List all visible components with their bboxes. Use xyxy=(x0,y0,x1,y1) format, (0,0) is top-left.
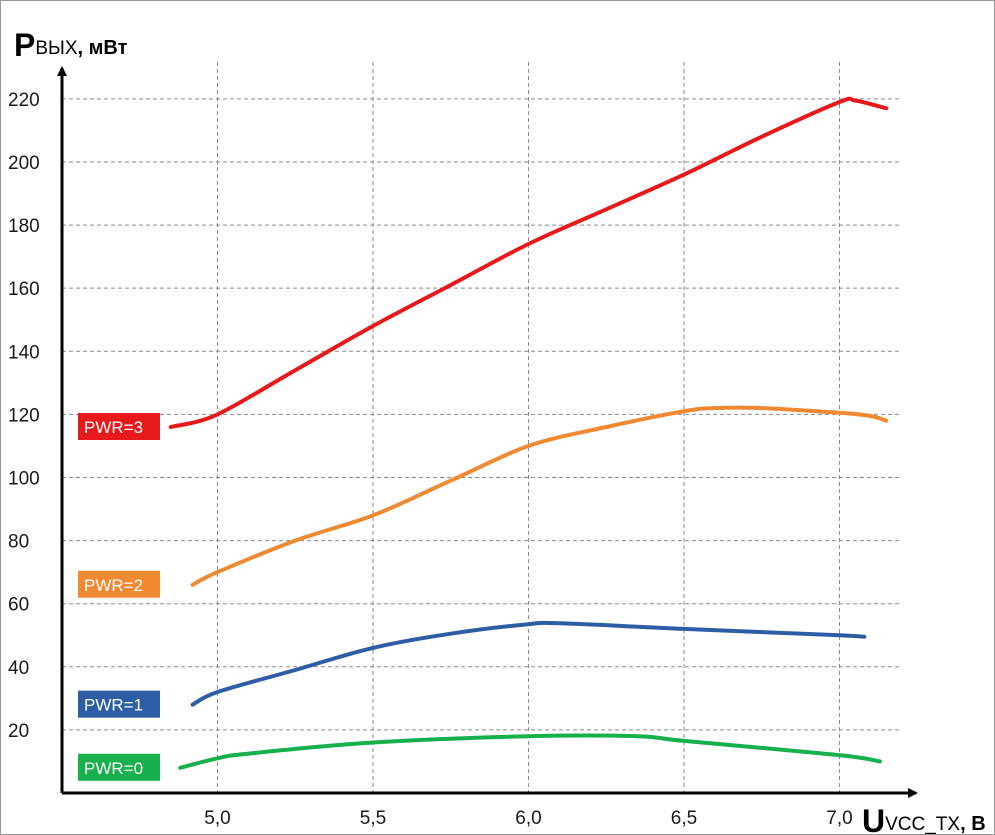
legend-label: PWR=1 xyxy=(84,696,143,715)
x-tick-label: 5,5 xyxy=(360,808,386,829)
y-tick-label: 160 xyxy=(8,279,40,300)
y-tick-label: 180 xyxy=(8,216,40,237)
y-axis-label-unit: , мВт xyxy=(78,37,128,59)
series-line-pwr-2 xyxy=(190,405,889,587)
x-axis-label: UVCC_TX, В xyxy=(862,803,986,835)
x-tick-label: 5,0 xyxy=(204,808,230,829)
series-lines xyxy=(168,96,889,770)
y-tick-label: 20 xyxy=(8,721,29,742)
x-tick-label: 7,0 xyxy=(826,808,852,829)
legend: PWR=3 PWR=2 PWR=1 PWR=0 xyxy=(78,413,160,781)
x-tick-label: 6,0 xyxy=(515,808,541,829)
legend-swatch xyxy=(78,753,160,781)
x-axis-label-main: U xyxy=(862,803,885,835)
y-tick-label: 40 xyxy=(8,658,29,679)
y-axis-label-sub: ВЫХ xyxy=(35,38,77,59)
y-tick-label: 60 xyxy=(8,595,29,616)
legend-swatch xyxy=(78,413,160,441)
legend-swatch xyxy=(78,570,160,598)
y-axis-label: PВЫХ, мВт xyxy=(14,27,128,63)
series-line-pwr-3 xyxy=(168,96,889,429)
legend-label: PWR=2 xyxy=(84,576,143,595)
legend-label: PWR=0 xyxy=(84,759,143,778)
series-line-pwr-0 xyxy=(178,733,882,770)
y-tick-label: 120 xyxy=(8,405,40,426)
x-tick-label: 6,5 xyxy=(671,808,697,829)
x-tick-labels: 5,0 5,5 6,0 6,5 7,0 xyxy=(204,808,852,829)
legend-item: PWR=1 xyxy=(78,690,160,718)
y-tick-labels: 20 40 60 80 100 120 140 160 180 200 220 xyxy=(8,90,40,742)
y-tick-label: 80 xyxy=(8,532,29,553)
legend-item: PWR=3 xyxy=(78,413,160,441)
y-axis-label-main: P xyxy=(14,27,35,63)
legend-item: PWR=0 xyxy=(78,753,160,781)
x-axis-label-unit: , В xyxy=(960,813,986,835)
svg-text:UVCC_TX, В: UVCC_TX, В xyxy=(862,803,986,835)
x-axis-label-sub: VCC_TX xyxy=(885,814,960,835)
legend-item: PWR=2 xyxy=(78,570,160,598)
svg-text:PВЫХ, мВт: PВЫХ, мВт xyxy=(14,27,128,63)
y-tick-label: 200 xyxy=(8,153,40,174)
y-tick-label: 100 xyxy=(8,468,40,489)
legend-swatch xyxy=(78,690,160,718)
series-line-pwr-1 xyxy=(190,620,867,707)
legend-label: PWR=3 xyxy=(84,418,143,437)
grid xyxy=(62,62,900,793)
y-tick-label: 140 xyxy=(8,342,40,363)
y-tick-label: 220 xyxy=(8,90,40,111)
